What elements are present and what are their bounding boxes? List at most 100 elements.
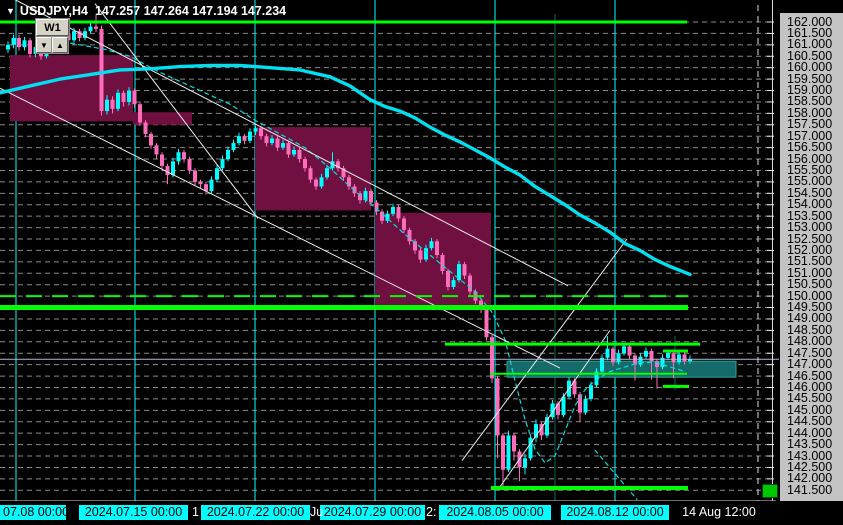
price-axis-label: 155.500 bbox=[787, 162, 833, 177]
candle-body bbox=[77, 31, 82, 38]
time-axis-label: 2024.07.15 00:00 bbox=[79, 505, 188, 520]
candle-body bbox=[380, 211, 384, 221]
candle-body bbox=[242, 136, 247, 141]
candle-body bbox=[539, 424, 544, 436]
candle-body bbox=[105, 99, 109, 112]
price-axis-label: 148.000 bbox=[787, 334, 833, 349]
price-axis-label: 142.000 bbox=[787, 471, 833, 486]
trend-lines bbox=[0, 0, 628, 488]
price-axis-label: 162.000 bbox=[787, 14, 833, 29]
price-axis-label: 147.000 bbox=[787, 357, 833, 372]
time-axis-label-partial: Ju bbox=[310, 505, 324, 519]
w1-timeframe-button[interactable]: W1 bbox=[36, 19, 69, 36]
candle-body bbox=[347, 177, 351, 187]
price-axis-label: 145.000 bbox=[787, 402, 833, 417]
candle-body bbox=[490, 337, 494, 379]
price-axis-label: 150.500 bbox=[787, 277, 833, 292]
candle-body bbox=[391, 207, 395, 214]
candle-body bbox=[193, 170, 197, 182]
price-axis[interactable]: 162.000 161.500 161.000 160.500 160.000 159.5… bbox=[780, 13, 843, 501]
candle-body bbox=[501, 435, 505, 470]
trendline-steep-descending bbox=[94, 3, 259, 219]
candle-body bbox=[583, 398, 588, 413]
demand-zone-rect bbox=[506, 360, 737, 378]
ohlc-readout: 147.257 147.264 147.194 147.234 bbox=[94, 4, 287, 18]
candle-body bbox=[677, 354, 681, 363]
trendline-ascending-b bbox=[461, 238, 628, 461]
candle-body bbox=[561, 396, 566, 415]
candle-body bbox=[308, 168, 313, 180]
candle-body bbox=[666, 353, 670, 358]
candle-body bbox=[435, 241, 439, 255]
price-axis-label: 149.000 bbox=[787, 311, 833, 326]
candle-body bbox=[512, 435, 516, 452]
candle-body bbox=[204, 184, 208, 192]
candle-body bbox=[22, 40, 27, 48]
candle-body bbox=[138, 104, 142, 123]
time-axis-label-partial: 2: bbox=[426, 505, 437, 519]
candle-body bbox=[160, 154, 164, 166]
price-axis-label: 156.000 bbox=[787, 151, 833, 166]
candle-body bbox=[627, 346, 632, 356]
candle-body bbox=[253, 128, 258, 132]
price-axis-label: 158.000 bbox=[787, 105, 833, 120]
candle-body bbox=[638, 356, 643, 365]
status-indicator bbox=[762, 484, 778, 498]
candle-body bbox=[550, 403, 555, 418]
symbol-dropdown-icon[interactable]: ▼ bbox=[6, 6, 15, 16]
price-axis-label: 152.000 bbox=[787, 242, 833, 257]
price-axis-label: 142.500 bbox=[787, 459, 833, 474]
price-axis-label: 143.000 bbox=[787, 448, 833, 463]
candle-body bbox=[572, 380, 577, 395]
time-axis[interactable]: 07.08 00:00 2024.07.15 00:00 2024.07.22 00… bbox=[0, 501, 843, 525]
time-axis-label: 2024.08.12 00:00 bbox=[561, 505, 669, 520]
price-axis-label: 155.000 bbox=[787, 174, 833, 189]
candle-body bbox=[424, 248, 428, 260]
candle-body bbox=[176, 152, 181, 162]
candle-body bbox=[275, 138, 280, 148]
candle-body bbox=[660, 357, 665, 367]
candle-body bbox=[363, 191, 368, 201]
candle-body bbox=[83, 31, 87, 38]
price-axis-label: 158.500 bbox=[787, 94, 833, 109]
price-axis-label: 160.500 bbox=[787, 48, 833, 63]
trendline-ascending-a bbox=[499, 330, 611, 488]
candle-body bbox=[413, 241, 417, 251]
scroll-down-button[interactable]: ▼ bbox=[36, 37, 52, 53]
candle-body bbox=[341, 168, 346, 178]
candle-body bbox=[94, 26, 98, 29]
candle-body bbox=[143, 122, 148, 134]
scroll-up-button[interactable]: ▲ bbox=[52, 37, 68, 53]
candle-body bbox=[281, 143, 285, 148]
candle-body bbox=[292, 149, 296, 155]
candle-body bbox=[314, 179, 318, 187]
candle-body bbox=[259, 128, 263, 137]
period-separators bbox=[15, 0, 676, 501]
price-axis-label: 159.500 bbox=[787, 71, 833, 86]
candle-body bbox=[11, 37, 16, 45]
candle-body bbox=[605, 348, 610, 358]
candle-body bbox=[336, 161, 340, 169]
candle-body bbox=[682, 354, 687, 362]
time-axis-label: 07.08 00:00 bbox=[0, 505, 69, 520]
candle-body bbox=[198, 181, 203, 185]
candle-body bbox=[6, 44, 10, 50]
candle-body bbox=[127, 90, 131, 102]
price-axis-label: 157.500 bbox=[787, 117, 833, 132]
candle-body bbox=[17, 37, 21, 48]
price-axis-label: 143.500 bbox=[787, 437, 833, 452]
candle-body bbox=[545, 417, 549, 436]
candle-body bbox=[325, 168, 329, 178]
candle-body bbox=[116, 92, 120, 109]
candle-body bbox=[149, 133, 153, 146]
candle-body bbox=[688, 359, 692, 362]
timeframe-widget: W1 ▼ ▲ bbox=[36, 19, 69, 53]
candle-body bbox=[248, 131, 252, 141]
price-axis-label: 154.000 bbox=[787, 197, 833, 212]
candle-body bbox=[495, 378, 500, 436]
supply-zone-rect bbox=[133, 112, 192, 125]
dashed-cyan-lines bbox=[54, 39, 686, 501]
candle-body bbox=[237, 136, 241, 144]
